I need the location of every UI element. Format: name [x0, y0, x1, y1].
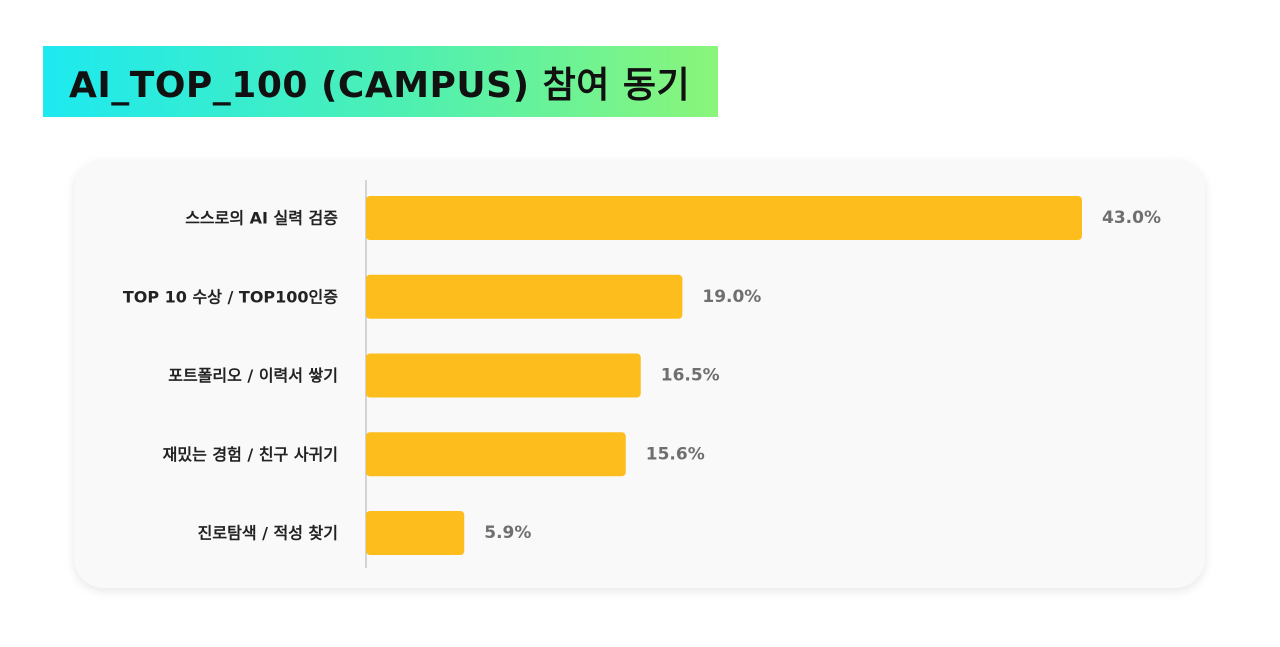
- category-label: 포트폴리오 / 이력서 쌓기: [168, 366, 338, 385]
- page-title: AI_TOP_100 (CAMPUS) 참여 동기: [69, 64, 691, 106]
- bar: [366, 432, 626, 477]
- value-label: 5.9%: [484, 523, 531, 543]
- category-label: 진로탐색 / 적성 찾기: [198, 524, 338, 543]
- value-label: 15.6%: [646, 444, 705, 464]
- bar-chart: 스스로의 AI 실력 검증 43.0% TOP 10 수상 / TOP100인증 19…: [123, 180, 1161, 568]
- bar: [366, 196, 1082, 240]
- category-label: 스스로의 AI 실력 검증: [185, 209, 338, 228]
- value-label: 19.0%: [702, 287, 761, 307]
- chart-card: 스스로의 AI 실력 검증 43.0% TOP 10 수상 / TOP100인증 19…: [74, 160, 1205, 588]
- category-label: TOP 10 수상 / TOP100인증: [123, 287, 338, 306]
- category-label: 재밌는 경험 / 친구 사귀기: [163, 445, 338, 464]
- bar: [366, 353, 641, 398]
- value-label: 16.5%: [661, 366, 720, 386]
- title-banner: AI_TOP_100 (CAMPUS) 참여 동기: [43, 46, 718, 117]
- bar: [366, 511, 465, 555]
- value-label: 43.0%: [1102, 208, 1161, 228]
- bar: [366, 274, 683, 319]
